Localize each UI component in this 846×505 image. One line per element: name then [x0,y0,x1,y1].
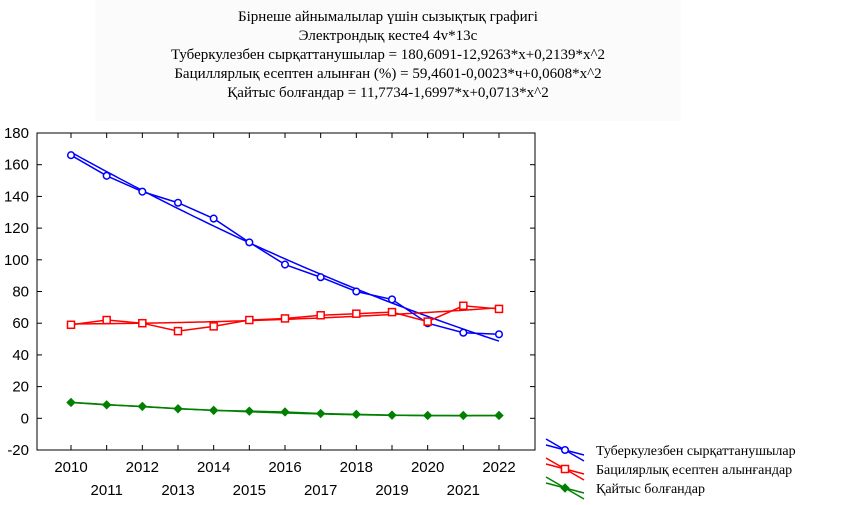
x-tick-label: 2012 [126,459,159,476]
x-tick-label: 2022 [482,459,515,476]
data-point [387,295,397,304]
x-tick-label: 2011 [91,482,123,499]
data-point [209,322,218,331]
x-tick-label: 2020 [411,459,444,476]
data-point [387,410,397,420]
data-point [102,315,111,325]
data-point [209,214,218,223]
series-group [66,151,504,339]
data-point [352,287,361,296]
legend: Туберкулезбен сырқаттанушылар Бацилярлық … [545,438,796,500]
chart-title-box: Бірнеше айнымалылар үшін сызықтық графиг… [95,0,681,121]
y-tick-label: 100 [4,252,29,269]
data-point [280,407,290,417]
y-tick-label: 0 [21,410,29,427]
legend-label: Қайтыс болғандар [596,482,705,497]
data-point [138,187,147,196]
data-point [102,171,111,180]
data-point [66,320,76,330]
chart-title: Бірнеше айнымалылар үшін сызықтық графиг… [238,9,538,25]
data-point [459,328,468,337]
x-tick-label: 2019 [375,482,408,499]
data-point [66,151,76,160]
legend-label: Туберкулезбен сырқаттанушылар [596,444,796,459]
data-point [422,410,433,421]
x-tick-label: 2016 [268,459,301,476]
series-group [66,301,504,336]
data-point [387,307,397,317]
data-point [245,238,254,247]
y-axis: -20 0 20 40 60 80 100 120 140 160 180 [4,125,535,459]
data-point [494,330,504,339]
x-tick-label: 2014 [197,459,230,476]
x-tick-label: 2017 [304,482,337,499]
data-point [494,304,504,314]
y-tick-label: 80 [12,284,29,301]
data-point [351,409,362,420]
y-tick-label: 120 [4,220,29,237]
data-point [316,273,325,282]
y-tick-label: 40 [12,347,29,364]
x-tick-label: 2010 [54,459,87,476]
x-axis: 2010 2012 2014 2016 2018 2020 2022 2011 2013 2015… [54,133,516,499]
chart-subtitle: Электрондық кесте4 4v*13c [298,28,478,44]
data-point [173,404,183,414]
data-point [560,445,570,455]
series-line [70,154,500,336]
regression-equation-3: Қайтыс болғандар = 11,7734-1,6997*x+0,07… [227,85,549,101]
y-tick-label: -20 [7,442,29,459]
data-point [352,309,361,318]
y-tick-label: 20 [12,379,29,396]
data-point [560,464,570,474]
data-point [494,410,504,421]
x-tick-label: 2021 [447,482,480,499]
fit-curves [70,151,500,417]
y-tick-label: 140 [4,188,29,205]
data-series [66,151,504,421]
data-point [316,311,325,320]
data-point [208,405,219,416]
x-tick-label: 2013 [161,482,194,499]
data-point [560,483,570,493]
data-point [137,401,148,412]
data-point [458,410,469,421]
data-point [459,301,468,311]
y-tick-label: 60 [12,315,29,332]
data-point [280,260,290,269]
x-tick-label: 2018 [340,459,373,476]
data-point [173,326,183,336]
data-point [315,408,326,419]
regression-equation-1: Туберкулезбен сырқаттанушылар = 180,6091… [170,47,606,63]
data-point [245,315,254,325]
y-tick-label: 180 [4,125,29,142]
regression-equation-2: Бациллярлық есептен алынған (%) = 59,460… [174,66,602,82]
series-group [66,397,504,421]
x-tick-label: 2015 [233,482,266,499]
data-point [138,318,147,328]
y-tick-label: 160 [4,157,29,174]
data-point [423,317,432,326]
legend-label: Бацилярлық есептен алынғандар [596,463,792,478]
data-point [244,406,255,416]
data-point [173,198,183,207]
data-point [101,400,112,410]
plot-area-frame [36,132,536,451]
data-point [280,314,290,323]
data-point [66,397,76,408]
